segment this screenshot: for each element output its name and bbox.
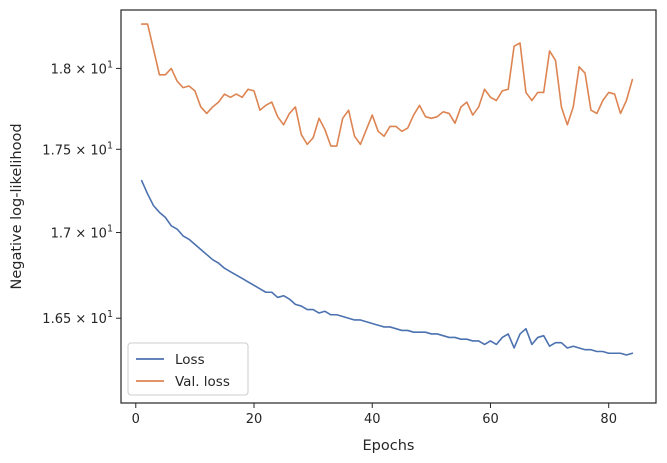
x-tick-label: 80: [600, 412, 617, 427]
legend: Loss Val. loss: [127, 342, 249, 396]
plot-background: [121, 10, 656, 403]
legend-label-val-loss: Val. loss: [175, 374, 230, 390]
legend-label-loss: Loss: [175, 352, 205, 368]
x-tick-label: 60: [482, 412, 499, 427]
legend-box: [127, 342, 249, 396]
y-tick-label: 1.65 × 101: [42, 309, 113, 327]
series-line-loss: [140, 179, 634, 356]
series-line-val-loss: [140, 23, 634, 147]
plot-frame: [120, 9, 657, 404]
x-axis-label: Epochs: [363, 438, 415, 454]
y-axis-label: Negative log-likelihood: [9, 123, 25, 289]
x-tick-label: 40: [364, 412, 381, 427]
plot-area: [121, 10, 656, 403]
axes: 0 20 40 60 80 1.65 × 101 1.7 × 101 1.75 × 101 1.…: [9, 9, 657, 454]
y-tick-label: 1.75 × 101: [42, 140, 113, 158]
x-tick-label: 0: [132, 412, 140, 427]
y-tick-label: 1.7 × 101: [51, 224, 113, 242]
series-layer: [140, 23, 634, 356]
y-tick-label: 1.8 × 101: [51, 59, 113, 77]
x-tick-label: 20: [246, 412, 263, 427]
